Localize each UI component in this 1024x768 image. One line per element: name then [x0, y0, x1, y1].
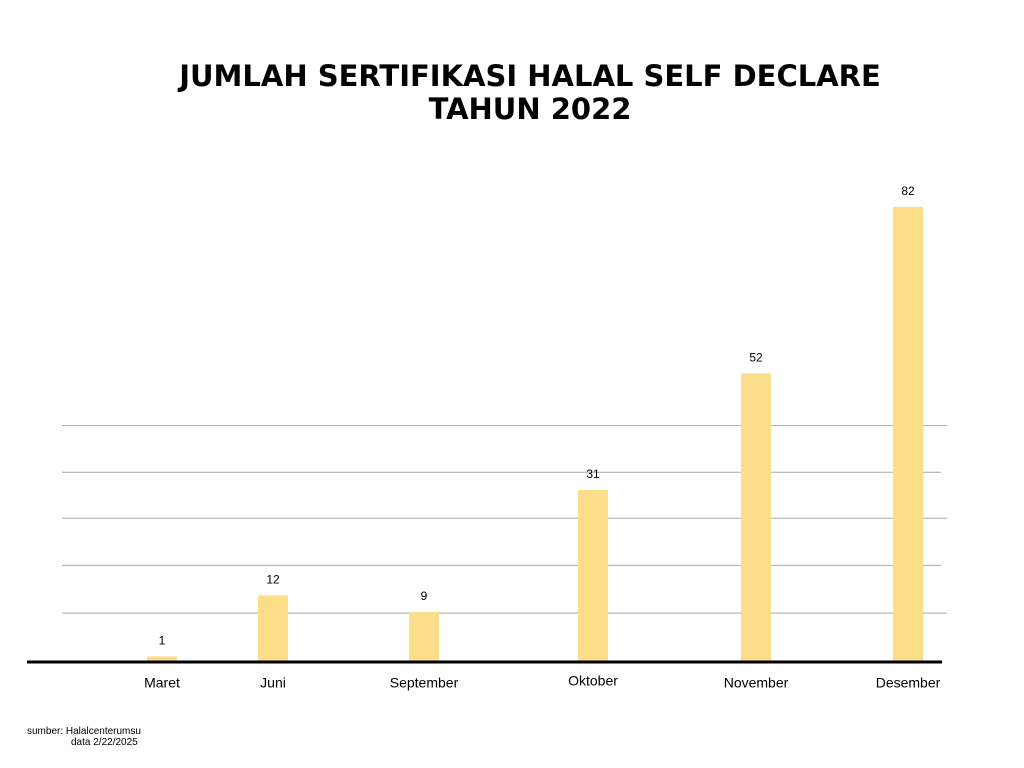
data-date: data 2/22/2025: [71, 737, 138, 748]
x-tick-label: September: [390, 675, 459, 691]
bar-juni: [258, 595, 288, 662]
source-note: sumber: Halalcenterumsu data 2/22/2025: [27, 726, 141, 748]
source-text: sumber: Halalcenterumsu: [27, 726, 141, 737]
x-tick-label: Oktober: [568, 673, 618, 689]
x-tick-labels: Maret Juni September Oktober November Desembe…: [144, 673, 941, 691]
data-label: 9: [421, 589, 428, 603]
bars: [147, 206, 923, 662]
data-labels: 1 12 9 31 52 82: [159, 184, 915, 648]
data-label: 31: [586, 467, 600, 481]
x-tick-label: November: [724, 675, 789, 691]
chart-title: JUMLAH SERTIFIKASI HALAL SELF DECLARE TA…: [130, 60, 930, 126]
x-tick-label: Desember: [876, 675, 941, 691]
data-label: 12: [266, 572, 280, 586]
bar-desember: [893, 206, 923, 662]
x-tick-label: Maret: [144, 675, 180, 691]
data-label: 1: [159, 633, 166, 647]
data-label: 82: [901, 184, 915, 198]
bar-oktober: [578, 489, 608, 662]
data-label: 52: [749, 350, 763, 364]
chart-title-line-2: TAHUN 2022: [428, 92, 632, 126]
bar-november: [741, 373, 771, 662]
x-tick-label: Juni: [260, 675, 286, 691]
bar-maret: [147, 656, 177, 662]
gridlines: [62, 425, 947, 614]
bar-september: [409, 612, 439, 662]
chart-title-line-1: JUMLAH SERTIFIKASI HALAL SELF DECLARE: [179, 59, 881, 93]
